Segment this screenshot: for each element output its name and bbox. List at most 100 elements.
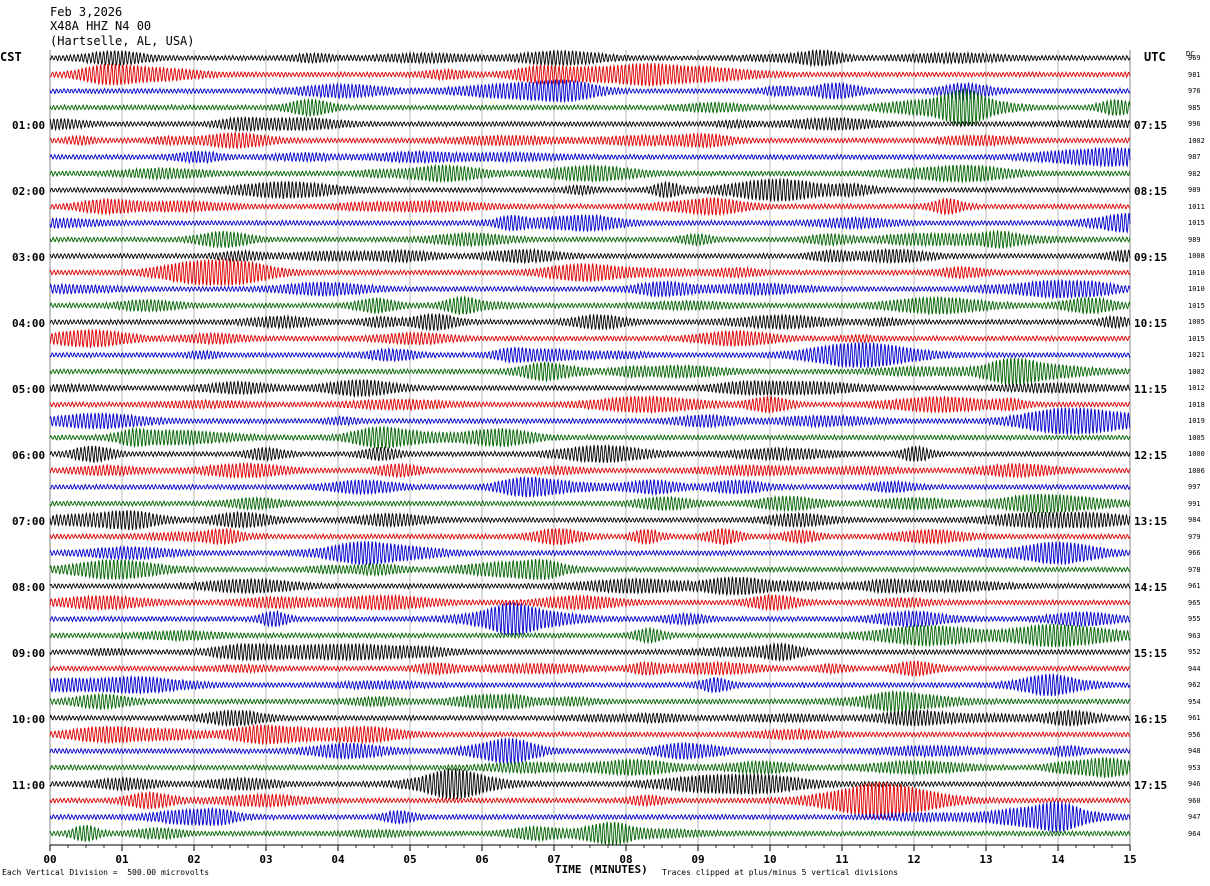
dc-offset-label: 1002 bbox=[1188, 136, 1205, 145]
left-timezone-label: CST bbox=[0, 50, 22, 64]
right-timezone-label: UTC bbox=[1144, 50, 1166, 64]
trace-8 bbox=[49, 177, 1131, 202]
trace-0 bbox=[49, 48, 1131, 68]
x-tick-label-07: 07 bbox=[547, 853, 560, 866]
trace-2 bbox=[49, 78, 1131, 104]
trace-27 bbox=[49, 493, 1131, 515]
trace-14 bbox=[49, 278, 1131, 300]
dc-offset-label: 1012 bbox=[1188, 384, 1205, 392]
dc-offset-label: 1018 bbox=[1188, 400, 1205, 409]
left-hour-label: 07:00 bbox=[12, 515, 46, 528]
dc-offset-label: 969 bbox=[1188, 54, 1201, 62]
trace-42 bbox=[49, 736, 1131, 765]
trace-34 bbox=[49, 601, 1131, 637]
trace-40 bbox=[49, 708, 1131, 728]
trace-36 bbox=[49, 641, 1131, 663]
dc-offset-label: 956 bbox=[1188, 730, 1201, 739]
trace-19 bbox=[49, 357, 1131, 386]
dc-offset-label: 996 bbox=[1188, 120, 1201, 128]
trace-44 bbox=[49, 768, 1131, 800]
trace-21 bbox=[49, 394, 1131, 415]
x-axis-title: TIME (MINUTES) bbox=[555, 863, 648, 876]
left-hour-label: 03:00 bbox=[12, 251, 46, 264]
trace-45 bbox=[49, 781, 1131, 820]
dc-header: DC bbox=[1186, 50, 1195, 58]
trace-26 bbox=[49, 475, 1131, 498]
trace-33 bbox=[49, 593, 1131, 612]
dc-offset-label: 984 bbox=[1188, 516, 1201, 524]
trace-17 bbox=[49, 328, 1131, 349]
x-tick-label-08: 08 bbox=[619, 853, 632, 866]
x-tick-label-04: 04 bbox=[331, 853, 345, 866]
dc-offset-label: 962 bbox=[1188, 681, 1201, 689]
trace-11 bbox=[49, 229, 1131, 250]
right-hour-label: 08:15 bbox=[1134, 185, 1168, 198]
left-hour-label: 10:00 bbox=[12, 713, 46, 726]
dc-offset-label: 1005 bbox=[1188, 318, 1205, 326]
dc-offset-label: 952 bbox=[1188, 648, 1201, 656]
dc-offset-label: 985 bbox=[1188, 103, 1201, 112]
trace-23 bbox=[49, 425, 1131, 450]
trace-9 bbox=[49, 196, 1131, 217]
trace-10 bbox=[49, 212, 1131, 234]
right-hour-label: 14:15 bbox=[1134, 581, 1168, 594]
dc-offset-label: 1021 bbox=[1188, 351, 1205, 359]
dc-offset-label: 991 bbox=[1188, 499, 1201, 508]
trace-1 bbox=[49, 62, 1131, 87]
trace-7 bbox=[49, 163, 1131, 184]
dc-offset-label: 989 bbox=[1188, 186, 1201, 194]
dc-offset-label: 997 bbox=[1188, 483, 1201, 491]
trace-41 bbox=[49, 723, 1131, 745]
right-hour-label: 13:15 bbox=[1134, 515, 1168, 528]
dc-offset-label: 987 bbox=[1188, 153, 1201, 161]
dc-offset-label: 976 bbox=[1188, 87, 1201, 95]
left-hour-label: 04:00 bbox=[12, 317, 46, 330]
dc-offset-label: 961 bbox=[1188, 582, 1201, 590]
x-tick-label-09: 09 bbox=[691, 853, 704, 866]
dc-offset-label: 961 bbox=[1188, 714, 1201, 722]
station-location: (Hartselle, AL, USA) bbox=[50, 34, 195, 48]
dc-offset-label: 955 bbox=[1188, 615, 1201, 623]
trace-6 bbox=[49, 146, 1131, 168]
trace-15 bbox=[49, 295, 1131, 316]
right-hour-label: 16:15 bbox=[1134, 713, 1168, 726]
trace-3 bbox=[49, 88, 1131, 127]
dc-offset-label: 954 bbox=[1188, 697, 1201, 706]
right-hour-label: 09:15 bbox=[1134, 251, 1168, 264]
trace-12 bbox=[49, 247, 1131, 265]
x-tick-label-03: 03 bbox=[259, 853, 272, 866]
dc-offset-label: 1015 bbox=[1188, 301, 1205, 310]
dc-offset-label: 944 bbox=[1188, 664, 1201, 673]
trace-31 bbox=[49, 558, 1131, 581]
x-tick-label-05: 05 bbox=[403, 853, 416, 866]
station-code: X48A HHZ N4 00 bbox=[50, 19, 152, 33]
x-axis: 00 01 02 03 04 05 06 07 08 09 10 11 12 13 14 15 bbox=[43, 844, 1137, 866]
left-hour-label: 11:00 bbox=[12, 779, 46, 792]
right-hour-label: 15:15 bbox=[1134, 647, 1168, 660]
grid-lines bbox=[49, 50, 1131, 845]
trace-47 bbox=[49, 821, 1131, 846]
right-hour-label: 07:15 bbox=[1134, 119, 1168, 132]
dc-offset-label: 965 bbox=[1188, 598, 1201, 607]
dc-offset-label: 1010 bbox=[1188, 285, 1205, 293]
dc-offset-label: 953 bbox=[1188, 763, 1201, 772]
dc-offset-label: 1005 bbox=[1188, 433, 1205, 442]
trace-18 bbox=[49, 341, 1131, 369]
trace-25 bbox=[49, 461, 1131, 480]
trace-30 bbox=[49, 540, 1131, 566]
right-hour-label: 17:15 bbox=[1134, 779, 1168, 792]
x-tick-label-14: 14 bbox=[1051, 853, 1065, 866]
dc-offset-label: 966 bbox=[1188, 549, 1201, 557]
trace-37 bbox=[49, 660, 1131, 677]
x-tick-label-06: 06 bbox=[475, 853, 489, 866]
dc-offset-label: 948 bbox=[1188, 747, 1201, 755]
dc-offset-label: 978 bbox=[1188, 565, 1201, 574]
trace-32 bbox=[49, 575, 1131, 597]
x-tick-label-02: 02 bbox=[187, 853, 200, 866]
dc-offset-label: 1010 bbox=[1188, 268, 1205, 277]
right-hour-label: 12:15 bbox=[1134, 449, 1168, 462]
dc-offset-label: 964 bbox=[1188, 829, 1201, 838]
dc-offset-label: 1006 bbox=[1188, 466, 1205, 475]
trace-38 bbox=[49, 672, 1131, 697]
dc-offset-label: 963 bbox=[1188, 631, 1201, 640]
